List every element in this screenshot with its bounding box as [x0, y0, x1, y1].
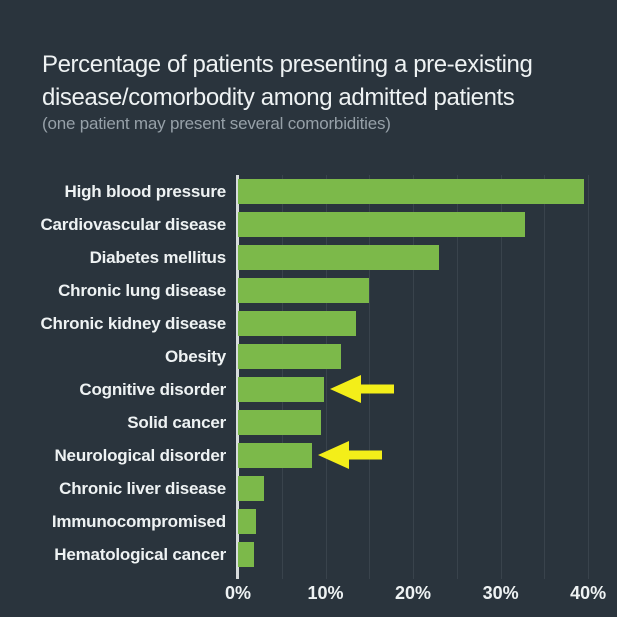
- chart-row: Neurological disorder: [0, 439, 617, 472]
- bar: [238, 476, 265, 501]
- x-axis: 0% 10% 20% 30% 40%: [0, 583, 617, 609]
- bar: [238, 245, 440, 270]
- chart-row: Solid cancer: [0, 406, 617, 439]
- category-label: Neurological disorder: [54, 445, 226, 465]
- gridline: [456, 175, 458, 579]
- chart-row: Diabetes mellitus: [0, 241, 617, 274]
- arrow-left-icon: [329, 374, 394, 404]
- category-label: Chronic lung disease: [58, 280, 226, 300]
- gridline: [325, 175, 327, 579]
- chart-row: Chronic liver disease: [0, 472, 617, 505]
- gridline: [500, 175, 502, 579]
- chart-row: Obesity: [0, 340, 617, 373]
- bar: [238, 377, 324, 402]
- category-label: Chronic kidney disease: [40, 313, 226, 333]
- bar-track: [238, 505, 617, 538]
- chart-row: Cognitive disorder: [0, 373, 617, 406]
- bar-chart: High blood pressure Cardiovascular diseas…: [0, 175, 617, 617]
- bar: [238, 509, 256, 534]
- chart-row: Cardiovascular disease: [0, 208, 617, 241]
- bar-track: [238, 241, 617, 274]
- category-label: Cognitive disorder: [79, 379, 226, 399]
- bar: [238, 179, 584, 204]
- category-label: Chronic liver disease: [59, 478, 226, 498]
- chart-title-line2: disease/comorbodity among admitted patie…: [42, 84, 515, 111]
- chart-subtitle: (one patient may present several comorbi…: [42, 114, 391, 133]
- bar-track: [238, 274, 617, 307]
- bar: [238, 542, 254, 567]
- bar-track: [238, 307, 617, 340]
- bar-track: [238, 472, 617, 505]
- x-tick-label: 30%: [482, 583, 519, 603]
- x-tick-label: 10%: [307, 583, 344, 603]
- chart-title: Percentage of patients presenting a pre-…: [42, 48, 533, 114]
- gridline: [369, 175, 371, 579]
- bar-track: [238, 373, 617, 406]
- arrow-left-icon: [318, 440, 383, 470]
- category-label: High blood pressure: [64, 181, 227, 201]
- category-label: Immunocompromised: [51, 511, 226, 531]
- bar: [238, 443, 313, 468]
- bar: [238, 344, 342, 369]
- bar-track: [238, 439, 617, 472]
- bar-track: [238, 175, 617, 208]
- bar-track: [238, 406, 617, 439]
- chart-row: Chronic lung disease: [0, 274, 617, 307]
- bar: [238, 410, 322, 435]
- x-tick-label: 40%: [570, 583, 607, 603]
- y-axis-line: [236, 175, 239, 579]
- bar: [238, 212, 526, 237]
- category-label: Hematological cancer: [54, 544, 226, 564]
- bar: [238, 311, 357, 336]
- chart-row: Immunocompromised: [0, 505, 617, 538]
- bar-rows: High blood pressure Cardiovascular diseas…: [0, 175, 617, 571]
- gridline: [544, 175, 546, 579]
- x-tick-label: 20%: [395, 583, 432, 603]
- bar-track: [238, 340, 617, 373]
- bar-track: [238, 208, 617, 241]
- category-label: Diabetes mellitus: [89, 247, 227, 267]
- category-label: Obesity: [165, 346, 226, 366]
- category-label: Cardiovascular disease: [40, 214, 226, 234]
- gridline: [413, 175, 415, 579]
- gridline: [588, 175, 590, 579]
- chart-title-line1: Percentage of patients presenting a pre-…: [42, 51, 533, 78]
- chart-row: High blood pressure: [0, 175, 617, 208]
- x-tick-label: 0%: [224, 583, 252, 603]
- category-label: Solid cancer: [127, 412, 226, 432]
- chart-row: Chronic kidney disease: [0, 307, 617, 340]
- chart-row: Hematological cancer: [0, 538, 617, 571]
- bar-track: [238, 538, 617, 571]
- bar: [238, 278, 370, 303]
